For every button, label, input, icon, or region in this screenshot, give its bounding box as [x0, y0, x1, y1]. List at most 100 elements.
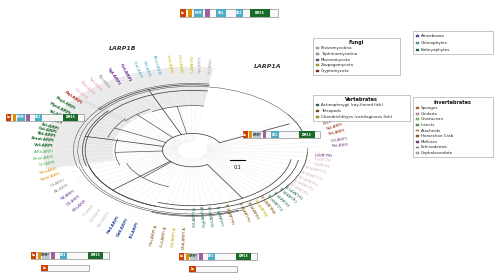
Text: DrLARPI A: DrLARPI A: [209, 206, 216, 227]
Bar: [262, 131, 266, 138]
Bar: [51, 252, 54, 259]
Bar: [416, 42, 419, 44]
Text: Molluscs: Molluscs: [421, 140, 438, 144]
Bar: [242, 131, 248, 138]
Bar: [316, 110, 319, 112]
Text: La: La: [181, 11, 185, 15]
Text: CiLARPI: CiLARPI: [50, 178, 66, 188]
Bar: [179, 253, 256, 260]
Text: GcLARPI B: GcLARPI B: [302, 167, 324, 178]
Text: Chondrichthyes (cartilaginous fish): Chondrichthyes (cartilaginous fish): [321, 115, 392, 119]
Text: DrLARPI B: DrLARPI B: [286, 183, 304, 198]
Bar: [188, 9, 192, 17]
Text: DM15: DM15: [66, 115, 75, 119]
Text: CpLARPI B: CpLARPI B: [294, 175, 315, 189]
Text: EcLARPI A: EcLARPI A: [160, 226, 168, 247]
Text: PaLARPI: PaLARPI: [312, 159, 330, 165]
Text: PaLARPI B: PaLARPI B: [299, 172, 320, 185]
Bar: [242, 131, 320, 138]
Text: La: La: [243, 133, 247, 137]
Text: CR2: CR2: [236, 11, 242, 15]
Text: PvtLARPI: PvtLARPI: [41, 115, 62, 126]
Text: ApLARPI: ApLARPI: [97, 73, 110, 90]
Text: AmeLARPI: AmeLARPI: [152, 54, 161, 76]
Bar: [6, 114, 11, 121]
Bar: [31, 252, 36, 259]
Text: OsLARPI: OsLARPI: [38, 126, 58, 135]
Bar: [38, 252, 40, 259]
Text: Insects: Insects: [421, 123, 436, 127]
Bar: [88, 252, 103, 259]
Text: Crustacean: Crustacean: [421, 117, 444, 121]
Bar: [12, 114, 16, 121]
Text: LgLARPI B: LgLARPI B: [290, 179, 310, 194]
Text: DM15: DM15: [255, 11, 265, 15]
Text: Amoebozoa: Amoebozoa: [421, 34, 445, 38]
Text: AtLARPI: AtLARPI: [54, 183, 70, 194]
Bar: [17, 114, 24, 121]
Bar: [189, 266, 236, 272]
Text: Pezizomycotina: Pezizomycotina: [321, 46, 352, 50]
Text: CR1: CR1: [208, 254, 215, 258]
Text: NcLARPI: NcLARPI: [326, 122, 343, 131]
Bar: [416, 152, 419, 154]
Text: Tetrapods: Tetrapods: [321, 109, 341, 113]
Text: Cephalocordate: Cephalocordate: [421, 151, 453, 155]
Text: La: La: [6, 115, 10, 119]
Text: SomLARPI: SomLARPI: [40, 172, 61, 182]
Bar: [316, 70, 319, 72]
Bar: [416, 147, 419, 148]
Bar: [179, 253, 184, 260]
Text: CvLARPI: CvLARPI: [118, 62, 131, 82]
Text: XiLARPI A: XiLARPI A: [192, 207, 197, 227]
Text: MdLARPI A: MdLARPI A: [182, 227, 187, 249]
Text: LARP1B: LARP1B: [109, 46, 136, 51]
Text: GlLARPI: GlLARPI: [82, 203, 96, 218]
Text: NiLARPI: NiLARPI: [60, 189, 76, 201]
Text: Actinopterygii (ray-finned fish): Actinopterygii (ray-finned fish): [321, 103, 383, 107]
Text: EgrLARPI: EgrLARPI: [96, 211, 110, 228]
Text: MdLARPI B: MdLARPI B: [262, 193, 278, 213]
Bar: [254, 131, 261, 138]
Bar: [416, 113, 419, 115]
Text: EcLARPI: EcLARPI: [322, 116, 340, 126]
Text: PvLARPI: PvLARPI: [188, 56, 192, 73]
Text: Embryophytes: Embryophytes: [421, 48, 450, 52]
Text: HaLARPI: HaLARPI: [106, 215, 120, 234]
Text: Cryptomycota: Cryptomycota: [321, 69, 350, 73]
Text: HoLARPI A: HoLARPI A: [149, 224, 158, 246]
Text: RRM: RRM: [195, 11, 202, 15]
Text: Mucoromycota: Mucoromycota: [321, 58, 351, 62]
Bar: [416, 49, 419, 51]
Text: CuLARPI: CuLARPI: [38, 160, 56, 167]
Bar: [199, 253, 202, 260]
Text: RRM*: RRM*: [252, 133, 262, 137]
Text: Horseshoe Crab: Horseshoe Crab: [421, 134, 453, 138]
Text: Sponges: Sponges: [421, 106, 438, 110]
Bar: [316, 116, 319, 118]
Bar: [216, 9, 226, 17]
Text: BlLARPI B: BlLARPI B: [256, 197, 270, 216]
Text: RRM*: RRM*: [41, 254, 50, 257]
Bar: [271, 131, 279, 138]
Bar: [206, 9, 210, 17]
Bar: [416, 107, 419, 109]
Text: TiLARPI: TiLARPI: [129, 220, 140, 239]
Bar: [316, 53, 319, 55]
Bar: [180, 9, 278, 17]
Text: HoLARPI B: HoLARPI B: [240, 200, 253, 221]
Bar: [416, 130, 419, 131]
Text: ByLARPI: ByLARPI: [314, 154, 331, 160]
Bar: [62, 114, 78, 121]
Text: Fungi: Fungi: [348, 40, 364, 45]
Bar: [416, 118, 419, 120]
Bar: [316, 64, 319, 66]
Text: SmLARPI: SmLARPI: [39, 167, 58, 175]
Bar: [316, 104, 319, 106]
Text: CecLARPI: CecLARPI: [176, 54, 182, 73]
Text: RRM: RRM: [17, 115, 24, 119]
Text: DdLARPI: DdLARPI: [116, 217, 129, 238]
Text: LgLARPI: LgLARPI: [106, 66, 120, 86]
Text: La: La: [190, 267, 194, 271]
Bar: [186, 253, 188, 260]
